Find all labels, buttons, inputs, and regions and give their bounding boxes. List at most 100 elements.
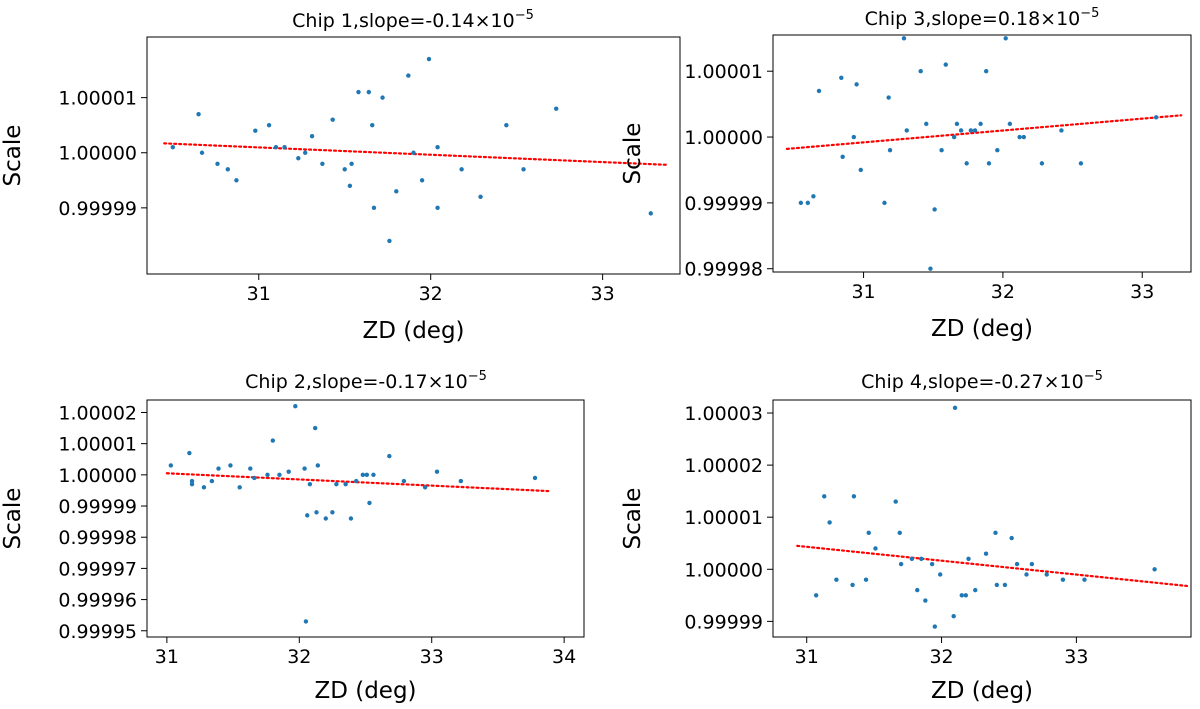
chip3-data-point <box>939 148 944 153</box>
chip1-data-point <box>521 167 526 172</box>
chip1-data-point <box>196 111 201 117</box>
chip4-data-point <box>897 530 902 536</box>
chip3-ytick-label: 1.00000 <box>684 127 763 149</box>
chip3-data-point <box>928 266 933 271</box>
chip1-data-point <box>478 194 483 200</box>
chip3-fit-line <box>785 114 1183 150</box>
chip3-data-point <box>924 121 929 127</box>
chip3-ylabel: Scale <box>620 123 646 185</box>
chip1-data-point <box>419 178 425 183</box>
chip2-ytick-label: 1.00000 <box>58 465 137 487</box>
chip3-xlabel: ZD (deg) <box>931 316 1033 342</box>
chip4-title-exponent: −5 <box>1084 369 1103 384</box>
chip3-data-point <box>805 200 811 206</box>
chip4-data-point <box>866 530 871 536</box>
chip3-data-point <box>983 69 989 74</box>
chip4-data-point <box>973 587 978 593</box>
chip4-data-point <box>983 551 989 556</box>
chip4-data-point <box>951 613 956 619</box>
chip4-data-point <box>893 499 898 504</box>
chip1-data-point <box>342 167 347 172</box>
chip3-data-point <box>958 128 964 133</box>
chip2-ytick-label: 0.99995 <box>58 621 137 643</box>
chip1-title-text: Chip 1,slope=-0.14×10 <box>292 10 515 32</box>
chip1-data-point <box>225 167 231 172</box>
chip2-data-point <box>307 481 313 487</box>
chip2-data-point <box>187 450 192 456</box>
chip3-title-text: Chip 3,slope=0.18×10 <box>865 8 1081 30</box>
chip1-data-point <box>347 183 353 189</box>
chip2-data-point <box>343 481 348 487</box>
chip1-data-point <box>366 89 371 95</box>
chip2-data-point <box>303 619 309 624</box>
chip1-ytick-label: 1.00000 <box>58 143 137 165</box>
chip3-data-point <box>932 207 937 212</box>
chip3-ytick-label: 0.99999 <box>684 193 763 215</box>
chip1-data-point <box>370 122 375 128</box>
chip2-data-point <box>334 481 339 487</box>
chip3-data-point <box>882 200 887 206</box>
chip1-data-point <box>426 56 432 62</box>
chip2-data-point <box>248 466 253 471</box>
chip4-fit-line <box>796 544 1189 588</box>
chip2-ytick-label: 0.99999 <box>58 496 137 518</box>
chip4-axes-frame <box>772 399 1192 638</box>
chip4-data-point <box>898 561 904 567</box>
chip4-data-point <box>851 494 857 499</box>
chip2-data-point <box>532 475 538 481</box>
chip2-data-point <box>367 500 372 506</box>
chip2-data-point <box>265 472 270 478</box>
chip1-data-point <box>406 73 411 78</box>
chip3-data-point <box>887 148 893 153</box>
chip3-data-point <box>851 134 857 140</box>
chip4-data-point <box>1009 535 1014 541</box>
chip1-data-point <box>273 145 279 150</box>
chip1-data-point <box>253 128 258 133</box>
chip2-data-point <box>270 438 276 443</box>
chip1-data-point <box>266 122 272 128</box>
chip3-title: Chip 3,slope=0.18×10−5 <box>865 6 1100 30</box>
chip2-data-point <box>348 516 354 521</box>
chip4-xtick-label: 31 <box>795 646 819 668</box>
chip4-xtick-label: 32 <box>929 646 953 668</box>
chip4-data-point <box>993 530 998 536</box>
chip4-data-point <box>1060 577 1066 582</box>
chip3-ytick-label: 1.00001 <box>684 61 763 83</box>
chip3-data-point <box>1039 161 1045 166</box>
chip4-data-point <box>915 587 920 593</box>
chip3-data-point <box>816 88 822 94</box>
chip2-data-point <box>237 485 242 490</box>
chip4-data-point <box>1029 561 1035 567</box>
chip1-axes-frame <box>146 36 681 275</box>
chip1-title: Chip 1,slope=-0.14×10−5 <box>292 8 534 32</box>
chip1-data-point <box>320 161 325 166</box>
chip3-xtick-label: 31 <box>851 281 875 303</box>
chip1-data-point <box>302 150 308 155</box>
chip1-data-point <box>387 238 392 244</box>
chip1-data-point <box>215 161 220 166</box>
chip3-title-exponent: −5 <box>1080 6 1099 21</box>
chip2-ylabel: Scale <box>0 488 26 550</box>
chip2-data-point <box>302 466 307 471</box>
chip2-data-point <box>364 472 370 478</box>
chip2-ytick-label: 0.99996 <box>58 590 137 612</box>
chip3-data-point <box>1078 161 1084 166</box>
chip3-xtick-label: 32 <box>991 281 1015 303</box>
chip3-data-point <box>858 167 863 173</box>
chip2-xtick-label: 32 <box>287 646 311 668</box>
chip1-data-point <box>411 150 416 155</box>
chip2-data-point <box>458 478 464 484</box>
chip4-ytick-label: 0.99999 <box>684 611 763 633</box>
chip3-data-point <box>839 75 844 80</box>
chip1-data-point <box>330 117 335 122</box>
chip4-panel: Chip 4,slope=-0.27×10−5 31 32 33 0.99999 1.00… <box>620 369 1192 704</box>
chip3-data-point <box>840 154 845 159</box>
chip4-data-point <box>909 556 915 562</box>
chip2-data-point <box>387 453 392 459</box>
chip1-data-point <box>648 211 653 216</box>
chip2-data-point <box>286 469 291 474</box>
chip2-data-point <box>354 478 359 484</box>
chip2-title-text: Chip 2,slope=-0.17×10 <box>245 371 468 393</box>
chip1-data-point <box>459 167 464 172</box>
